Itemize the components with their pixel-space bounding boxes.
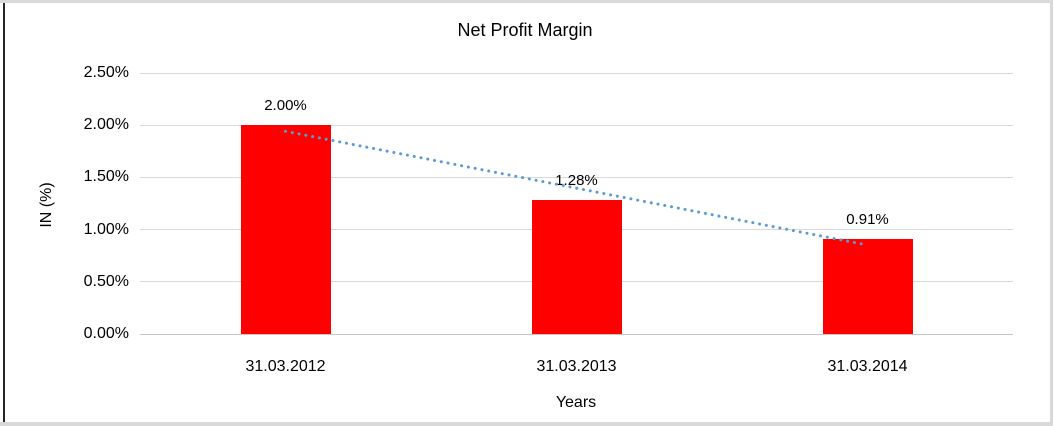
y-tick-label: 0.00%: [83, 325, 129, 342]
y-axis-title: IN (%): [38, 182, 55, 228]
bar: [822, 238, 913, 334]
chart-title: Net Profit Margin: [457, 20, 593, 40]
x-tick-label: 31.03.2012: [245, 358, 326, 375]
bar-value-label: 0.91%: [846, 210, 889, 228]
y-tick-label: 1.00%: [83, 220, 129, 238]
y-tick-label: 1.50%: [83, 168, 129, 186]
bar: [240, 125, 331, 334]
y-tick-label: 0.50%: [83, 272, 129, 290]
x-axis-line: [140, 333, 1013, 335]
frame-right-border: [1050, 0, 1053, 426]
y-tick-label: 2.00%: [83, 116, 129, 134]
y-tick-label: 2.50%: [83, 64, 129, 81]
x-tick-label: 31.03.2014: [827, 358, 908, 375]
bar: [531, 200, 622, 334]
frame-top-border: [0, 0, 1053, 3]
bar-value-label: 1.28%: [555, 172, 598, 190]
gridline: [140, 124, 1013, 126]
bar-value-label: 2.00%: [264, 97, 307, 115]
x-tick-label: 31.03.2013: [536, 358, 617, 375]
x-axis-title: Years: [555, 394, 597, 411]
frame-bottom-border: [0, 422, 1053, 426]
gridline: [140, 72, 1013, 74]
frame-left-line: [3, 3, 5, 422]
